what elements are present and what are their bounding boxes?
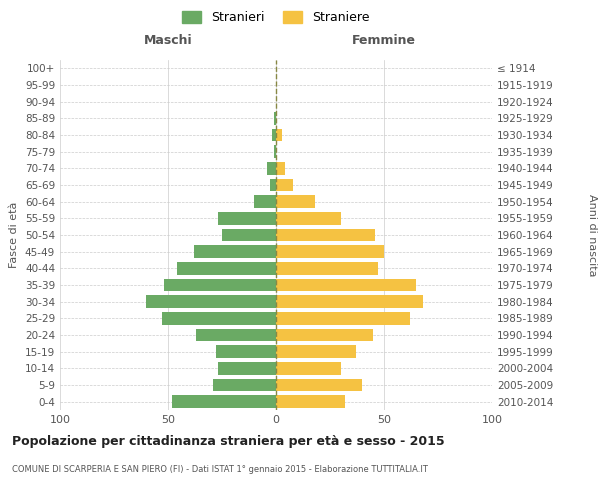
Bar [276, 362, 341, 374]
Bar [196, 329, 276, 341]
Bar [276, 212, 341, 224]
Bar [218, 212, 276, 224]
Bar [218, 362, 276, 374]
Bar [268, 162, 276, 174]
Text: Popolazione per cittadinanza straniera per età e sesso - 2015: Popolazione per cittadinanza straniera p… [12, 435, 445, 448]
Bar [215, 346, 276, 358]
Y-axis label: Fasce di età: Fasce di età [10, 202, 19, 268]
Bar [276, 312, 410, 324]
Bar [276, 379, 362, 391]
Text: Anni di nascita: Anni di nascita [587, 194, 597, 276]
Bar [214, 379, 276, 391]
Bar [276, 179, 293, 192]
Bar [276, 246, 384, 258]
Text: COMUNE DI SCARPERIA E SAN PIERO (FI) - Dati ISTAT 1° gennaio 2015 - Elaborazione: COMUNE DI SCARPERIA E SAN PIERO (FI) - D… [12, 465, 428, 474]
Legend: Stranieri, Straniere: Stranieri, Straniere [182, 11, 370, 24]
Bar [274, 146, 276, 158]
Bar [276, 262, 377, 274]
Bar [222, 229, 276, 241]
Bar [176, 262, 276, 274]
Text: Maschi: Maschi [143, 34, 193, 46]
Bar [254, 196, 276, 208]
Bar [269, 179, 276, 192]
Bar [276, 162, 284, 174]
Bar [172, 396, 276, 408]
Bar [272, 129, 276, 141]
Bar [276, 196, 315, 208]
Bar [274, 112, 276, 124]
Bar [164, 279, 276, 291]
Bar [194, 246, 276, 258]
Bar [161, 312, 276, 324]
Bar [276, 279, 416, 291]
Bar [276, 129, 283, 141]
Bar [276, 396, 345, 408]
Bar [276, 346, 356, 358]
Bar [276, 229, 376, 241]
Bar [276, 296, 423, 308]
Text: Femmine: Femmine [352, 34, 416, 46]
Bar [146, 296, 276, 308]
Bar [276, 329, 373, 341]
